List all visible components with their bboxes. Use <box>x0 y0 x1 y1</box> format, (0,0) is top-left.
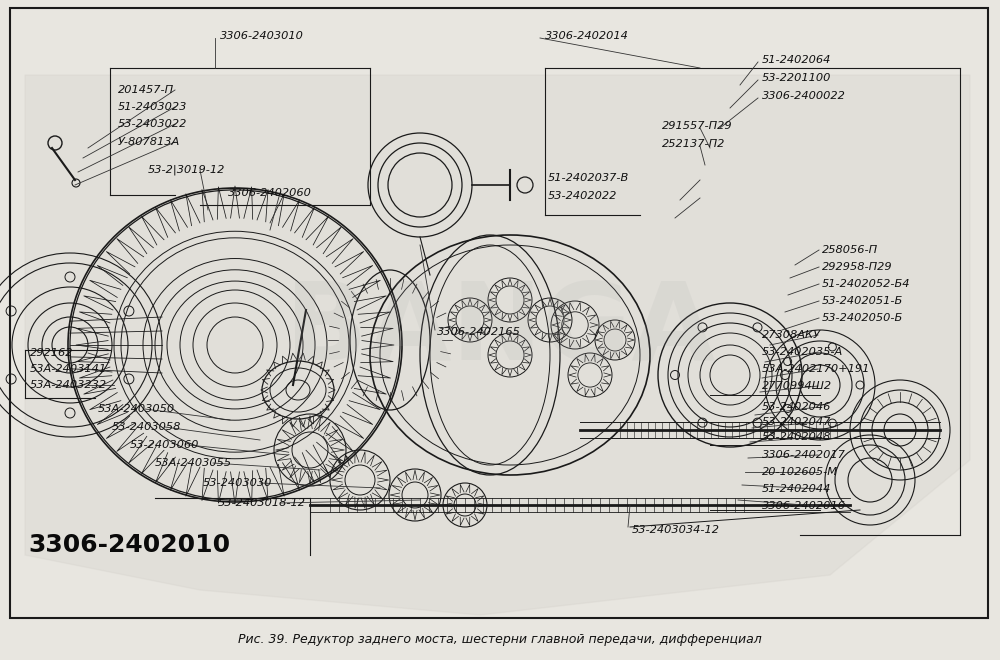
Text: 53-2403018-12: 53-2403018-12 <box>218 498 306 508</box>
Text: 53А-2403141: 53А-2403141 <box>30 364 107 374</box>
Text: 53-2403058: 53-2403058 <box>112 422 181 432</box>
Text: 53-2403022: 53-2403022 <box>118 119 187 129</box>
Text: 53-2|3019-12: 53-2|3019-12 <box>148 165 225 176</box>
Text: 2770994Ш2: 2770994Ш2 <box>762 381 832 391</box>
Text: 51-2402044: 51-2402044 <box>762 484 831 494</box>
Text: 252137-П2: 252137-П2 <box>662 139 725 149</box>
Text: 3306-2403010: 3306-2403010 <box>220 31 304 41</box>
Text: 27308АКУ: 27308АКУ <box>762 330 821 340</box>
Text: 53А-2402170+191: 53А-2402170+191 <box>762 364 870 374</box>
Text: 258056-П: 258056-П <box>822 245 878 255</box>
Text: 3306-2402060: 3306-2402060 <box>228 188 312 198</box>
Text: 291557-П29: 291557-П29 <box>662 121 733 131</box>
Text: 51-2402037-В: 51-2402037-В <box>548 173 629 183</box>
Text: 53-2402051-Б: 53-2402051-Б <box>822 296 903 306</box>
Text: 53-2403030: 53-2403030 <box>203 478 272 488</box>
Text: 3306-2402014: 3306-2402014 <box>545 31 629 41</box>
Text: 3306-2402165: 3306-2402165 <box>437 327 521 337</box>
Text: 53-2402046: 53-2402046 <box>762 402 831 412</box>
Text: У-807813А: У-807813А <box>118 137 180 147</box>
Text: 292958-П29: 292958-П29 <box>822 262 893 272</box>
Text: 53А-2403232: 53А-2403232 <box>30 380 107 390</box>
Text: 53-2402022: 53-2402022 <box>548 191 617 201</box>
Text: 3306-2402017: 3306-2402017 <box>762 450 846 460</box>
Text: 3306-2402010: 3306-2402010 <box>28 533 230 557</box>
Text: 51-2403023: 51-2403023 <box>118 102 187 112</box>
Text: Рис. 39. Редуктор заднего моста, шестерни главной передачи, дифференциал: Рис. 39. Редуктор заднего моста, шестерн… <box>238 634 762 647</box>
Text: 53-2403060: 53-2403060 <box>130 440 199 450</box>
Text: 53-2402048: 53-2402048 <box>762 432 831 442</box>
Text: 201457-П: 201457-П <box>118 85 174 95</box>
Text: 53А-2403050: 53А-2403050 <box>98 404 175 414</box>
Text: 51-2402064: 51-2402064 <box>762 55 831 65</box>
Text: 3306-2400022: 3306-2400022 <box>762 91 846 101</box>
Text: 53-2402035-А: 53-2402035-А <box>762 347 843 357</box>
Text: 3306-2402016: 3306-2402016 <box>762 501 846 511</box>
Text: 51-2402052-Б4: 51-2402052-Б4 <box>822 279 910 289</box>
Text: 53-2402047: 53-2402047 <box>762 417 831 427</box>
Text: 292162: 292162 <box>30 348 74 358</box>
Text: 53-2201100: 53-2201100 <box>762 73 831 83</box>
Text: 20-102605-М: 20-102605-М <box>762 467 838 477</box>
Text: 53-2403034-12: 53-2403034-12 <box>632 525 720 535</box>
Text: 53А-2403055: 53А-2403055 <box>155 458 232 468</box>
Text: BANGA: BANGA <box>285 277 715 383</box>
Text: 53-2402050-Б: 53-2402050-Б <box>822 313 903 323</box>
Polygon shape <box>25 75 970 615</box>
